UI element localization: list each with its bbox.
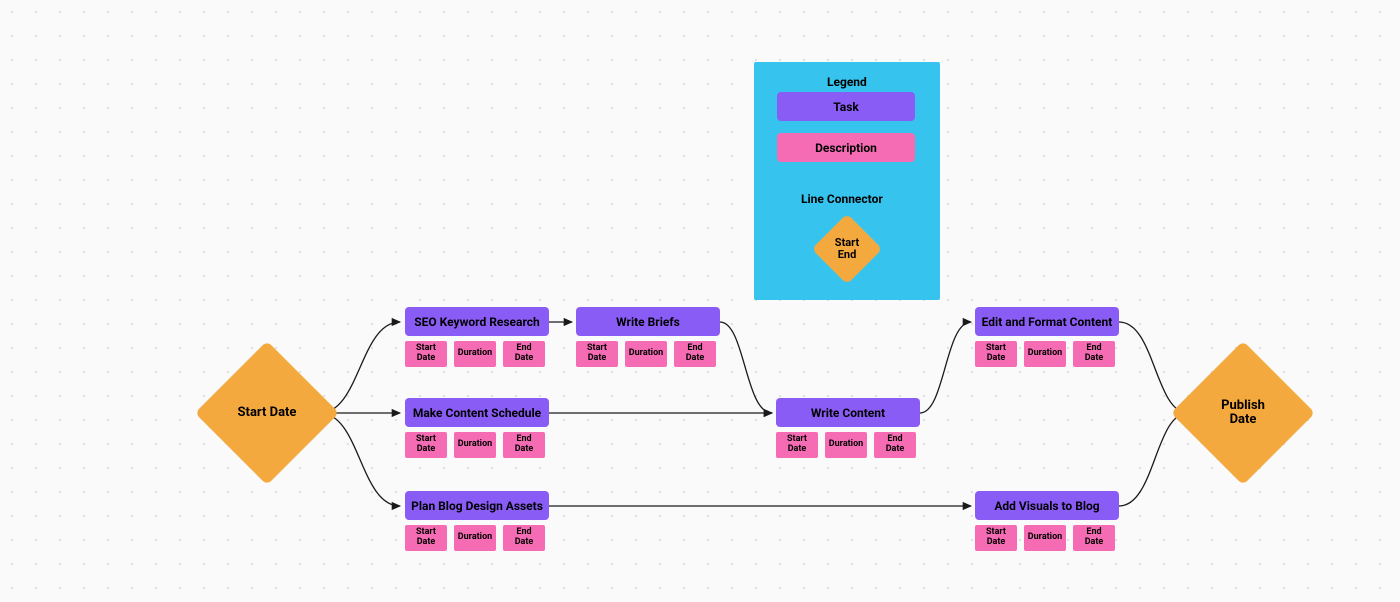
task-edit-end-date[interactable]: End Date — [1073, 341, 1115, 367]
task-write-duration[interactable]: Duration — [825, 432, 867, 458]
task-plan-duration[interactable]: Duration — [454, 525, 496, 551]
legend-start-end-diamond-label: Start End — [822, 224, 872, 274]
task-seo-duration[interactable]: Duration — [454, 341, 496, 367]
start-diamond-label: Start Date — [216, 362, 318, 464]
legend-desc-pill: Description — [777, 133, 915, 162]
legend-connector-label: Line Connector — [801, 192, 883, 206]
task-visuals[interactable]: Add Visuals to Blog — [975, 491, 1119, 520]
task-write-end-date[interactable]: End Date — [874, 432, 916, 458]
task-plan[interactable]: Plan Blog Design Assets — [405, 491, 549, 520]
task-write[interactable]: Write Content — [776, 398, 920, 427]
task-visuals-end-date[interactable]: End Date — [1073, 525, 1115, 551]
task-edit[interactable]: Edit and Format Content — [975, 307, 1119, 336]
task-seo-end-date[interactable]: End Date — [503, 341, 545, 367]
start-diamond: Start Date — [216, 362, 318, 464]
task-write-start-date[interactable]: Start Date — [776, 432, 818, 458]
edges-layer — [0, 0, 1400, 602]
task-schedule-start-date[interactable]: Start Date — [405, 432, 447, 458]
task-briefs-start-date[interactable]: Start Date — [576, 341, 618, 367]
task-schedule-end-date[interactable]: End Date — [503, 432, 545, 458]
end-diamond: Publish Date — [1192, 362, 1294, 464]
task-seo-start-date[interactable]: Start Date — [405, 341, 447, 367]
task-visuals-duration[interactable]: Duration — [1024, 525, 1066, 551]
end-diamond-label: Publish Date — [1192, 362, 1294, 464]
task-plan-end-date[interactable]: End Date — [503, 525, 545, 551]
task-seo[interactable]: SEO Keyword Research — [405, 307, 549, 336]
legend-start-end-diamond: Start End — [822, 224, 872, 274]
task-edit-start-date[interactable]: Start Date — [975, 341, 1017, 367]
task-briefs[interactable]: Write Briefs — [576, 307, 720, 336]
legend-task-pill: Task — [777, 92, 915, 121]
task-schedule[interactable]: Make Content Schedule — [405, 398, 549, 427]
task-plan-start-date[interactable]: Start Date — [405, 525, 447, 551]
task-schedule-duration[interactable]: Duration — [454, 432, 496, 458]
task-briefs-end-date[interactable]: End Date — [674, 341, 716, 367]
legend-title: Legend — [827, 75, 867, 89]
task-visuals-start-date[interactable]: Start Date — [975, 525, 1017, 551]
task-edit-duration[interactable]: Duration — [1024, 341, 1066, 367]
task-briefs-duration[interactable]: Duration — [625, 341, 667, 367]
diagram-canvas: Legend Task Description Line Connector Start… — [0, 0, 1400, 602]
